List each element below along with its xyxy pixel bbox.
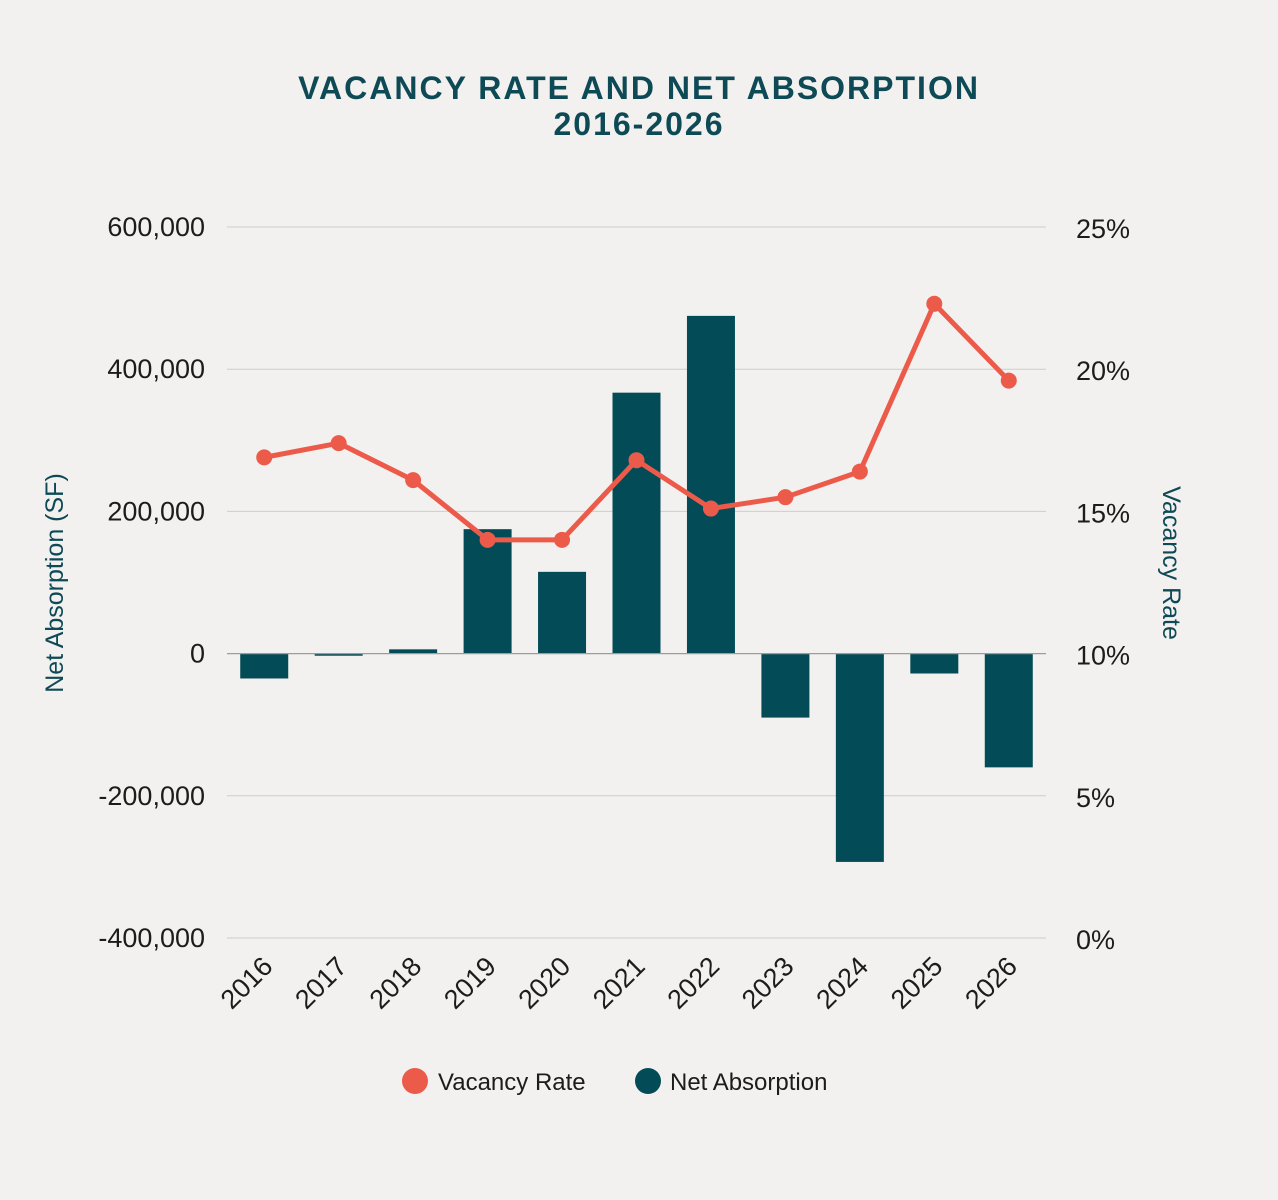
right-tick-label: 0%	[1076, 925, 1115, 955]
left-tick-label: 400,000	[107, 354, 205, 384]
net-absorption-bar	[761, 653, 810, 718]
left-axis-ticks: -400,000 -200,000 0 200,000 400,000 600,000	[98, 212, 205, 953]
vacancy-rate-line	[256, 295, 1017, 548]
left-tick-label: 200,000	[107, 496, 205, 526]
legend: Vacancy Rate Net Absorption	[402, 1068, 827, 1096]
right-tick-label: 25%	[1076, 214, 1130, 244]
vacancy-rate-point	[851, 463, 868, 480]
legend-label-vacancy-rate: Vacancy Rate	[438, 1069, 586, 1096]
chart-subtitle: 2016-2026	[553, 106, 725, 142]
net-absorption-bar	[463, 529, 512, 654]
x-tick-label: 2024	[810, 951, 874, 1015]
net-absorption-bar	[984, 653, 1033, 768]
left-tick-label: -400,000	[98, 923, 205, 953]
right-tick-label: 10%	[1076, 641, 1130, 671]
vacancy-rate-point	[405, 472, 422, 489]
x-tick-label: 2025	[885, 951, 949, 1015]
net-absorption-bar	[538, 571, 587, 654]
net-absorption-bar	[240, 653, 289, 679]
x-tick-label: 2016	[215, 951, 279, 1015]
right-tick-label: 15%	[1076, 498, 1130, 528]
right-tick-label: 5%	[1076, 783, 1115, 813]
vacancy-rate-point	[628, 452, 645, 469]
net-absorption-bars	[240, 315, 1033, 862]
x-tick-label: 2026	[959, 951, 1023, 1015]
x-tick-label: 2018	[364, 951, 428, 1015]
x-tick-label: 2023	[736, 951, 800, 1015]
legend-marker-net-absorption	[635, 1068, 661, 1094]
right-axis-label: Vacancy Rate	[1157, 486, 1185, 640]
vacancy-rate-point	[1000, 372, 1017, 389]
vacancy-rate-point	[554, 531, 571, 548]
left-axis-label: Net Absorption (SF)	[41, 473, 69, 693]
vacancy-rate-point	[926, 295, 943, 312]
vacancy-rate-point	[256, 449, 273, 466]
vacancy-rate-point	[702, 500, 719, 517]
vacancy-rate-point	[330, 435, 347, 452]
x-tick-label: 2019	[438, 951, 502, 1015]
right-axis-ticks: 0% 5% 10% 15% 20% 25%	[1076, 214, 1130, 955]
legend-marker-vacancy-rate	[402, 1068, 428, 1094]
vacancy-rate-point	[479, 531, 496, 548]
left-tick-label: 0	[190, 639, 205, 669]
net-absorption-bar	[612, 392, 661, 654]
net-absorption-bar	[389, 649, 438, 654]
right-tick-label: 20%	[1076, 356, 1130, 386]
x-tick-label: 2021	[587, 951, 651, 1015]
vacancy-rate-point	[777, 489, 794, 506]
net-absorption-bar	[835, 653, 884, 862]
net-absorption-bar	[686, 315, 735, 654]
legend-label-net-absorption: Net Absorption	[670, 1069, 827, 1096]
x-tick-label: 2022	[662, 951, 726, 1015]
net-absorption-bar	[314, 653, 363, 656]
net-absorption-bar	[910, 653, 959, 674]
chart-title: VACANCY RATE AND NET ABSORPTION	[298, 70, 980, 106]
x-tick-label: 2020	[513, 951, 577, 1015]
x-axis-ticks: 2016 2017 2018 2019 2020 2021 2022 2023 2024 2025…	[215, 951, 1023, 1015]
left-tick-label: 600,000	[107, 212, 205, 242]
x-tick-label: 2017	[289, 951, 353, 1015]
left-tick-label: -200,000	[98, 781, 205, 811]
